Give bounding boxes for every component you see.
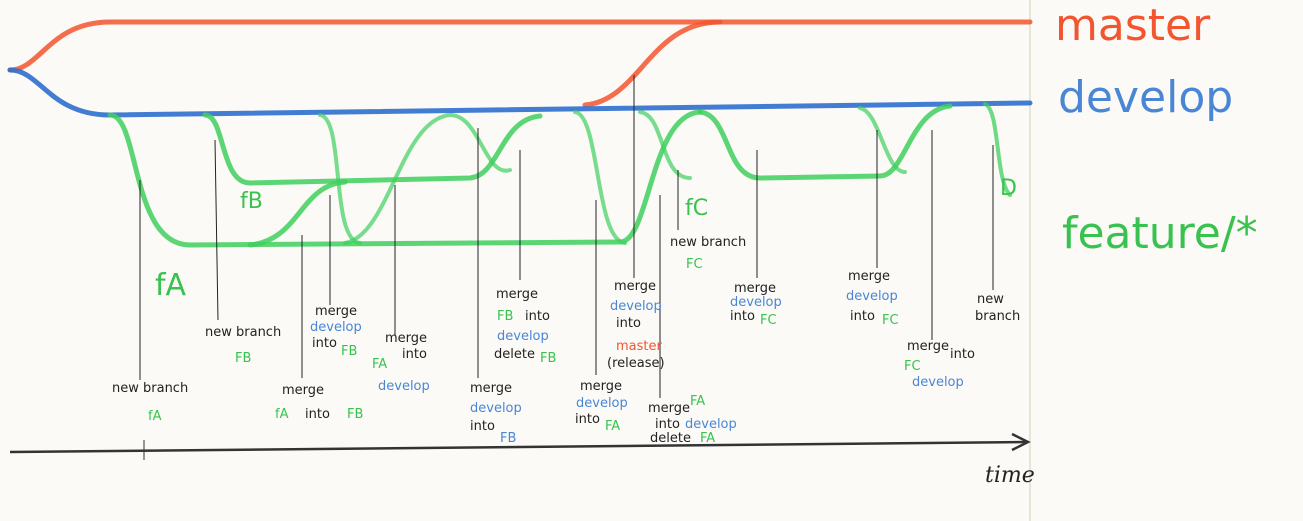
annotation-text: into — [305, 407, 330, 422]
annotation-text: into — [950, 347, 975, 362]
annotation-text: FC — [686, 257, 703, 272]
annotation-merge-develop-into-fc-1: merge develop into FC — [730, 281, 782, 328]
fc-branch-name: fC — [685, 196, 708, 221]
master-branch-line — [7, 19, 1033, 73]
feature-d-line — [983, 102, 1012, 197]
merge-develop-into-fc-curve-2 — [858, 106, 907, 174]
develop-label: develop — [1058, 72, 1233, 123]
annotation-text: FA — [605, 419, 620, 434]
annotation-merge-fc-into-develop: merge into FC develop — [904, 339, 975, 390]
annotation-text: merge — [385, 331, 427, 346]
annotation-merge-develop-into-fb-1: merge develop into FB — [310, 304, 362, 359]
merge-develop-into-fc-curve-1 — [638, 110, 692, 180]
annotation-new-branch-fa: new branch fA — [112, 381, 188, 424]
annotation-text: develop — [470, 401, 522, 416]
annotation-text: master — [616, 339, 662, 354]
annotation-text: fA — [275, 407, 289, 422]
annotation-text: develop — [310, 320, 362, 335]
feature-label: feature/* — [1062, 208, 1258, 259]
annotation-text: merge — [734, 281, 776, 296]
annotation-text: into — [850, 309, 875, 324]
annotation-text: (release) — [607, 356, 665, 371]
annotation-text: into — [616, 316, 641, 331]
annotation-text: into — [730, 309, 755, 324]
annotation-text: new — [977, 292, 1004, 307]
annotation-text: merge — [614, 279, 656, 294]
annotation-text: merge — [470, 381, 512, 396]
annotation-text: FB — [341, 344, 357, 359]
annotation-text: into — [575, 412, 600, 427]
annotation-text: into — [525, 309, 550, 324]
annotation-merge-fa-into-fb: merge fA into FB — [275, 383, 363, 422]
annotation-text: fA — [148, 409, 162, 424]
merge-fa-into-fb-curve — [247, 179, 348, 248]
fb-branch-name: fB — [240, 189, 263, 214]
annotation-fa-merge-into-develop: FA merge into develop — [372, 331, 430, 394]
time-axis-line — [9, 440, 1026, 454]
annotation-text: merge — [282, 383, 324, 398]
annotation-text: FB — [500, 431, 516, 446]
annotation-new-branch-d: new branch — [975, 292, 1020, 324]
annotation-text: develop — [912, 375, 964, 390]
annotation-text: develop — [576, 396, 628, 411]
annotation-text: into — [655, 417, 680, 432]
annotation-text: FA — [690, 394, 705, 409]
develop-branch-line — [7, 67, 1033, 118]
annotation-text: FA — [700, 431, 715, 446]
annotation-merge-fb-into-develop-delete-fb: merge FB develop into delete FB — [494, 287, 556, 366]
feature-fb-line — [202, 112, 543, 186]
annotation-text: develop — [685, 417, 737, 432]
annotation-text: merge — [496, 287, 538, 302]
annotation-text: FB — [347, 407, 363, 422]
annotation-text: FB — [497, 309, 513, 324]
annotation-merge-develop-into-fb-2: merge develop into FB — [470, 381, 522, 446]
annotation-text: develop — [846, 289, 898, 304]
annotation-merge-develop-into-fc-2: merge develop into FC — [846, 269, 899, 328]
master-release-curve — [582, 19, 723, 108]
annotation-text: merge — [648, 401, 690, 416]
annotation-text: develop — [610, 299, 662, 314]
annotation-text: develop — [497, 329, 549, 344]
feature-fc-line — [697, 103, 953, 181]
annotation-merge-fa-into-develop-delete-fa: merge FA into develop delete FA — [648, 394, 737, 446]
annotation-text: merge — [580, 379, 622, 394]
annotation-text: into — [402, 347, 427, 362]
annotation-text: FA — [372, 357, 387, 372]
annotation-merge-develop-into-master: merge develop into master (release) — [607, 279, 665, 371]
annotation-text: FC — [760, 313, 777, 328]
time-axis-arrowhead — [1011, 432, 1031, 452]
annotation-text: into — [470, 419, 495, 434]
annotation-new-branch-fc: new branch FC — [670, 235, 746, 272]
d-branch-name: D — [1000, 176, 1017, 201]
annotation-text: into — [312, 336, 337, 351]
annotation-text: FB — [540, 351, 556, 366]
annotation-merge-develop-into-fa: merge develop into FA — [575, 379, 628, 434]
annotation-text: FB — [235, 351, 251, 366]
annotation-text: merge — [848, 269, 890, 284]
annotation-text: new branch — [205, 325, 281, 340]
annotation-new-branch-fb: new branch FB — [205, 325, 281, 366]
annotation-text: FC — [904, 359, 921, 374]
annotation-text: merge — [907, 339, 949, 354]
annotation-text: branch — [975, 309, 1020, 324]
annotation-text: new branch — [670, 235, 746, 250]
annotation-text: delete — [650, 431, 691, 446]
annotation-text: develop — [378, 379, 430, 394]
merge-develop-into-fa-curve — [573, 110, 627, 245]
master-label: master — [1055, 0, 1211, 51]
annotation-text: merge — [315, 304, 357, 319]
annotation-text: develop — [730, 295, 782, 310]
time-axis-label: time — [985, 463, 1035, 488]
annotation-text: delete — [494, 347, 535, 362]
merge-fb-into-develop-curve — [343, 112, 512, 245]
annotation-text: new branch — [112, 381, 188, 396]
merge-develop-into-fb-curve — [318, 113, 362, 245]
fa-branch-name: fA — [155, 268, 187, 303]
annotation-text: FC — [882, 313, 899, 328]
annotation-pointers — [139, 75, 994, 398]
